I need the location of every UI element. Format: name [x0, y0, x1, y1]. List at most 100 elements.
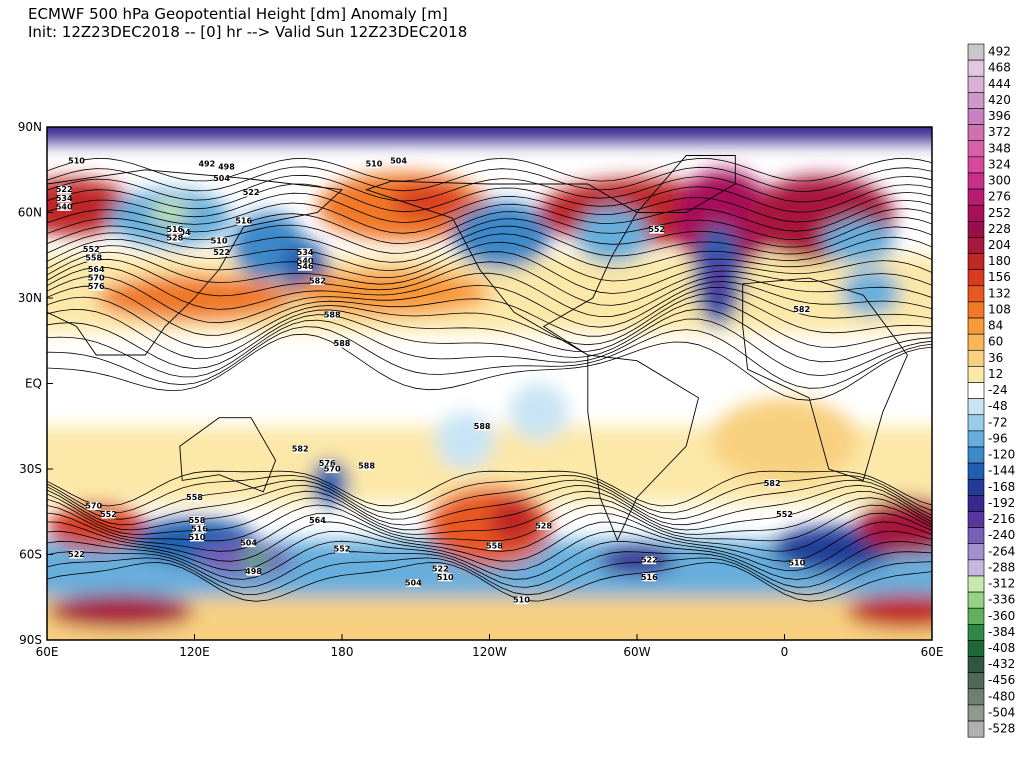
colorbar-label: -192	[988, 496, 1015, 510]
contour-label: 570	[88, 274, 105, 283]
contour-label: 570	[85, 502, 102, 511]
colorbar-box	[967, 607, 985, 625]
colorbar-label: -336	[988, 593, 1015, 607]
coastline	[47, 169, 344, 356]
contour-line	[47, 530, 932, 572]
contour-label: 546	[297, 262, 314, 271]
lon-label: 0	[781, 645, 789, 659]
colorbar-label: 396	[988, 109, 1011, 123]
colorbar-label: -528	[988, 722, 1015, 736]
contour-label: 492	[198, 160, 215, 169]
subtitle: Init: 12Z23DEC2018 -- [0] hr --> Valid S…	[28, 23, 467, 41]
colorbar-box	[967, 446, 985, 464]
contour-line	[47, 258, 932, 306]
contour-label-bg	[335, 339, 349, 348]
colorbar-label: 204	[988, 238, 1011, 252]
contour-label: 522	[432, 564, 449, 573]
lon-label: 60E	[921, 645, 944, 659]
contour-line	[47, 300, 932, 359]
colorbar-label: -24	[988, 383, 1008, 397]
colorbar-box	[967, 333, 985, 351]
colorbar-label: -72	[988, 415, 1008, 429]
colorbar-label: -456	[988, 673, 1015, 687]
contour-line	[47, 199, 932, 234]
colorbar-box	[967, 253, 985, 270]
contour-label-bg	[310, 516, 325, 525]
colorbar-label: 492	[988, 45, 1011, 59]
contour-label-bg	[86, 502, 101, 511]
contour-label: 504	[405, 579, 422, 588]
contour-line	[47, 233, 932, 272]
colorbar-box	[967, 640, 985, 657]
contour-label-bg	[244, 188, 259, 197]
contour-label: 552	[776, 510, 793, 519]
contour-label-bg	[438, 573, 453, 582]
contour-label-bg	[310, 276, 325, 285]
colorbar-label: 324	[988, 157, 1011, 171]
colorbar-box	[967, 172, 985, 190]
contour-line	[47, 470, 932, 507]
colorbar-box	[967, 188, 985, 206]
contour-label: 576	[319, 459, 336, 468]
contour-line	[47, 293, 932, 349]
contour-label: 582	[793, 305, 810, 314]
colorbar-label: 444	[988, 77, 1011, 91]
contour-label-bg	[187, 493, 202, 502]
anomaly-blob	[845, 594, 932, 629]
contour-label: 516	[191, 524, 208, 533]
contour-label: 528	[535, 522, 552, 531]
anomaly-blob	[841, 269, 901, 316]
contour-line	[47, 504, 932, 542]
contour-label-bg	[69, 157, 84, 166]
colorbar-label: -264	[988, 544, 1015, 558]
contour-label-bg	[514, 596, 529, 605]
lon-label: 120E	[179, 645, 210, 659]
colorbar-label: 348	[988, 141, 1011, 155]
colorbar-label: -312	[988, 577, 1015, 591]
contour-label-bg	[57, 194, 72, 203]
contour-label: 522	[213, 248, 230, 257]
anomaly-blob	[489, 497, 539, 544]
coastline	[587, 354, 700, 542]
colorbar-label: -120	[988, 448, 1015, 462]
colorbar-label: 276	[988, 190, 1011, 204]
colorbar-label: 60	[988, 335, 1003, 349]
contour-label: 582	[764, 479, 781, 488]
colorbar-label: 228	[988, 222, 1011, 236]
contour-label: 510	[788, 559, 805, 568]
colorbar-box	[967, 559, 985, 577]
contour-label-bg	[642, 556, 657, 565]
contour-label-bg	[536, 522, 551, 530]
contour-line	[47, 225, 932, 263]
colorbar-label: -480	[988, 689, 1015, 703]
anomaly-blob	[292, 269, 490, 316]
contour-label-bg	[293, 445, 308, 454]
lon-label: 60E	[36, 645, 59, 659]
contour-label-bg	[298, 248, 313, 257]
colorbar-label: -240	[988, 528, 1015, 542]
contour-label: 558	[486, 541, 503, 550]
lat-label: EQ	[25, 377, 42, 391]
colorbar-box	[967, 221, 985, 238]
colorbar-box	[967, 672, 985, 690]
contour-label-bg	[57, 202, 72, 211]
colorbar-box	[967, 511, 985, 528]
contour-line	[47, 333, 932, 401]
contour-label: 588	[324, 311, 341, 320]
title: ECMWF 500 hPa Geopotential Height [dm] A…	[28, 5, 448, 23]
colorbar-box	[967, 527, 985, 545]
contour-label: 582	[309, 276, 326, 285]
colorbar-box	[967, 656, 985, 673]
contour-label-bg	[359, 462, 374, 471]
contour-label: 558	[186, 493, 203, 502]
contour-label: 516	[641, 573, 658, 582]
lat-label: 90S	[19, 633, 42, 647]
contour-line	[47, 490, 932, 531]
contour-label-bg	[167, 234, 182, 243]
contour-line	[47, 285, 932, 337]
contour-label: 510	[189, 533, 206, 542]
colorbar-box	[967, 204, 985, 222]
contour-label-bg	[777, 510, 792, 519]
colorbar-box	[967, 398, 985, 416]
contour-label-bg	[175, 228, 190, 237]
